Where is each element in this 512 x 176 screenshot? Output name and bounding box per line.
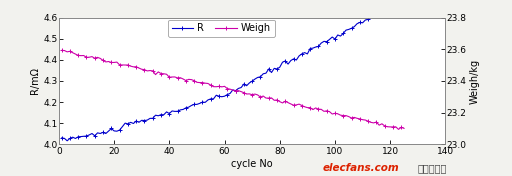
Legend: R, Weigh: R, Weigh [168, 20, 275, 37]
X-axis label: cycle No: cycle No [231, 159, 273, 169]
Text: 电子发烧友: 电子发烧友 [417, 163, 446, 173]
Y-axis label: Weigh/kg: Weigh/kg [470, 58, 480, 103]
Y-axis label: R/mΩ: R/mΩ [30, 67, 40, 95]
Text: elecfans.com: elecfans.com [323, 163, 399, 173]
